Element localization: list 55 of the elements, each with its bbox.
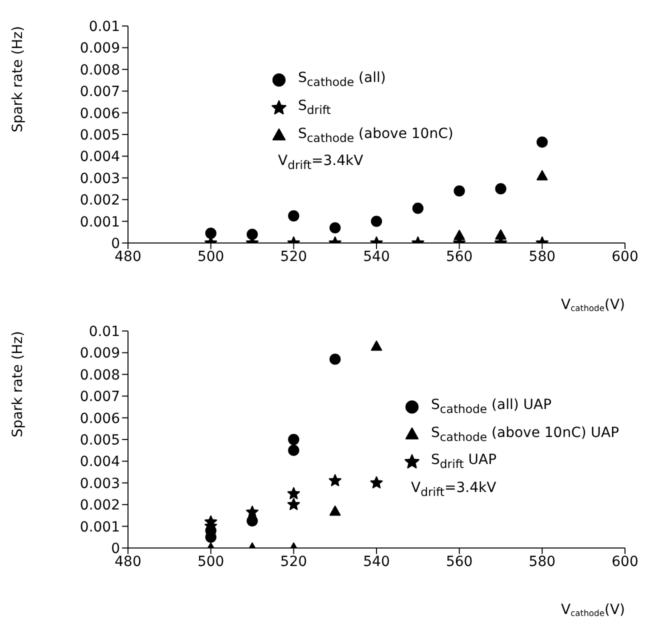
point [370, 476, 383, 488]
y-tick-label: 0.004 [80, 454, 120, 470]
y-tick-label: 0.007 [80, 84, 120, 100]
point [288, 434, 300, 446]
x-axis-title: V$_{cathode}$(V) [560, 297, 625, 313]
point [370, 340, 382, 351]
y-tick-label: 0.006 [80, 410, 120, 427]
x-tick-label: 600 [612, 554, 638, 570]
y-tick-label: 0.001 [80, 519, 120, 536]
y-tick-label: 0.008 [80, 367, 120, 384]
legend-label: S$_{drift}$ UAP [431, 451, 497, 474]
point [246, 515, 258, 526]
y-tick-label: 0.01 [88, 18, 120, 35]
x-tick-label: 560 [446, 554, 473, 570]
x-tick-label: 500 [197, 554, 224, 570]
y-tick-label: 0.009 [80, 346, 120, 362]
annotation: V$_{drift}$=3.4kV [278, 153, 364, 172]
x-tick-label: 600 [612, 248, 638, 265]
legend-label: S$_{cathode}$ (all) UAP [431, 396, 552, 418]
y-tick-label: 0.002 [80, 192, 120, 209]
y-tick-label: 0.009 [80, 40, 120, 57]
y-axis-title: Spark rate (Hz) [10, 26, 26, 132]
y-tick-label: 0.01 [88, 324, 120, 340]
point [287, 487, 300, 500]
y-tick-label: 0.005 [80, 127, 120, 144]
legend-label: S$_{cathode}$ (above 10nC) UAP [431, 424, 620, 446]
point [329, 506, 341, 516]
x-tick-label: 580 [528, 554, 556, 570]
legend-label: S$_{cathode}$ (above 10nC) [298, 124, 454, 146]
y-tick-label: 0.001 [80, 214, 120, 230]
point [328, 474, 342, 486]
y-tick-label: 0.008 [80, 62, 120, 78]
y-tick-label: 0.002 [80, 498, 120, 514]
annotation: V$_{drift}$=3.4kV [411, 480, 496, 499]
x-tick-label: 560 [446, 248, 473, 265]
point [288, 444, 300, 456]
y-tick-label: 0.004 [80, 149, 120, 166]
y-tick-label: 0.005 [80, 432, 120, 448]
y-tick-label: 0.006 [80, 106, 120, 122]
x-tick-label: 500 [197, 248, 224, 265]
x-axis-title: V$_{cathode}$(V) [560, 602, 625, 618]
x-tick-label: 540 [363, 248, 390, 265]
x-tick-label: 520 [280, 248, 308, 265]
legend-label: S$_{cathode}$ (all) [298, 69, 386, 91]
point [329, 354, 341, 365]
y-tick-label: 0.007 [80, 389, 120, 406]
y-tick-label: 0.003 [80, 170, 120, 187]
y-tick-label: 0.003 [80, 476, 120, 492]
legend-label: S$_{drift}$ [298, 96, 331, 119]
x-tick-label: 520 [280, 554, 308, 570]
point [246, 506, 259, 518]
x-tick-label: 540 [363, 554, 390, 570]
y-axis-title: Spark rate (Hz) [10, 331, 26, 438]
point [287, 498, 300, 510]
x-tick-label: 580 [528, 248, 556, 265]
